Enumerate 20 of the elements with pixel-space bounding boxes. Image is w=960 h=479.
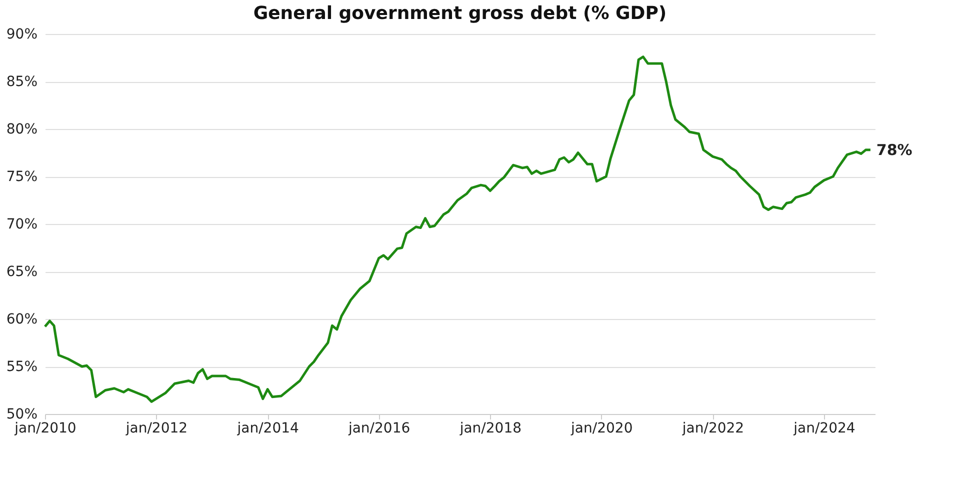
y-tick-label: 60% bbox=[6, 312, 38, 328]
y-tick-label: 85% bbox=[6, 74, 38, 90]
x-tick-label: jan/2020 bbox=[570, 420, 633, 436]
y-tick-label: 55% bbox=[6, 359, 38, 375]
x-tick-label: jan/2014 bbox=[236, 420, 300, 436]
x-tick-label: jan/2018 bbox=[458, 420, 522, 436]
chart-title: General government gross debt (% GDP) bbox=[253, 3, 667, 24]
y-tick-label: 80% bbox=[6, 122, 38, 138]
x-tick-label: jan/2022 bbox=[681, 420, 744, 436]
line-series bbox=[44, 56, 872, 403]
y-tick-label: 50% bbox=[6, 406, 38, 422]
annotation: 78% bbox=[876, 140, 912, 159]
x-tick-label: jan/2012 bbox=[124, 420, 188, 436]
y-tick-label: 70% bbox=[6, 216, 38, 232]
y-tick-label: 90% bbox=[6, 26, 38, 42]
x-tick-label: jan/2016 bbox=[347, 420, 410, 436]
x-tick-label: jan/2024 bbox=[792, 420, 856, 436]
y-tick-label: 75% bbox=[6, 169, 38, 185]
x-tick-label: jan/2010 bbox=[14, 420, 76, 436]
y-tick-label: 65% bbox=[6, 264, 38, 280]
